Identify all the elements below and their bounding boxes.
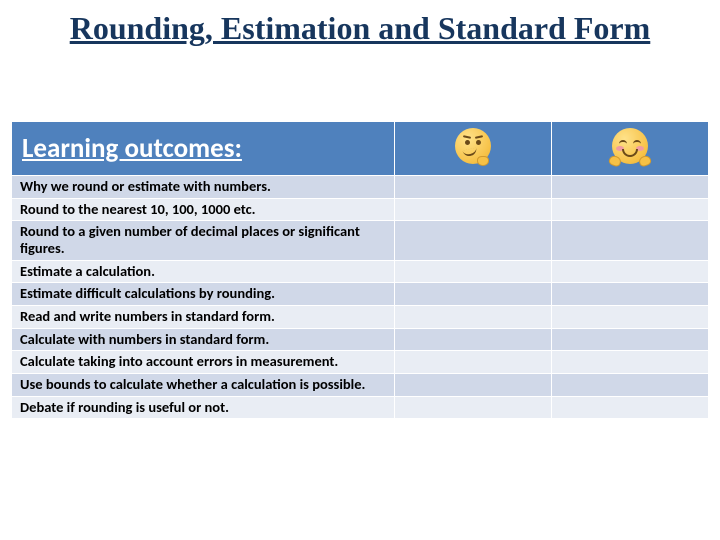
rating-cell-unsure [395, 221, 552, 260]
table-row: Estimate a calculation. [12, 260, 709, 283]
thinking-face-icon [455, 128, 491, 164]
outcome-cell: Read and write numbers in standard form. [12, 306, 395, 329]
slide-title: Rounding, Estimation and Standard Form [0, 0, 720, 47]
header-emoji-confident [552, 122, 709, 176]
outcome-cell: Estimate difficult calculations by round… [12, 283, 395, 306]
rating-cell-unsure [395, 351, 552, 374]
rating-cell-confident [552, 198, 709, 221]
table-row: Estimate difficult calculations by round… [12, 283, 709, 306]
rating-cell-unsure [395, 198, 552, 221]
rating-cell-confident [552, 260, 709, 283]
rating-cell-confident [552, 328, 709, 351]
rating-cell-confident [552, 283, 709, 306]
rating-cell-unsure [395, 260, 552, 283]
table-row: Read and write numbers in standard form. [12, 306, 709, 329]
rating-cell-unsure [395, 176, 552, 199]
table-row: Calculate taking into account errors in … [12, 351, 709, 374]
header-emoji-unsure [395, 122, 552, 176]
outcomes-body: Why we round or estimate with numbers.Ro… [12, 176, 709, 419]
outcomes-table-wrap: Learning outcomes: [10, 120, 710, 420]
outcome-cell: Calculate with numbers in standard form. [12, 328, 395, 351]
outcome-cell: Debate if rounding is useful or not. [12, 396, 395, 419]
table-row: Round to the nearest 10, 100, 1000 etc. [12, 198, 709, 221]
table-row: Calculate with numbers in standard form. [12, 328, 709, 351]
rating-cell-confident [552, 396, 709, 419]
table-row: Debate if rounding is useful or not. [12, 396, 709, 419]
rating-cell-confident [552, 176, 709, 199]
rating-cell-confident [552, 221, 709, 260]
outcome-cell: Round to the nearest 10, 100, 1000 etc. [12, 198, 395, 221]
rating-cell-confident [552, 374, 709, 397]
outcome-cell: Calculate taking into account errors in … [12, 351, 395, 374]
rating-cell-unsure [395, 396, 552, 419]
outcome-cell: Estimate a calculation. [12, 260, 395, 283]
outcome-cell: Round to a given number of decimal place… [12, 221, 395, 260]
table-row: Use bounds to calculate whether a calcul… [12, 374, 709, 397]
hugging-face-icon [612, 128, 648, 164]
table-row: Why we round or estimate with numbers. [12, 176, 709, 199]
header-learning-outcomes: Learning outcomes: [12, 122, 395, 176]
outcome-cell: Why we round or estimate with numbers. [12, 176, 395, 199]
table-row: Round to a given number of decimal place… [12, 221, 709, 260]
header-row: Learning outcomes: [12, 122, 709, 176]
rating-cell-confident [552, 306, 709, 329]
rating-cell-confident [552, 351, 709, 374]
outcomes-table: Learning outcomes: [11, 121, 709, 419]
rating-cell-unsure [395, 306, 552, 329]
rating-cell-unsure [395, 374, 552, 397]
outcome-cell: Use bounds to calculate whether a calcul… [12, 374, 395, 397]
rating-cell-unsure [395, 328, 552, 351]
rating-cell-unsure [395, 283, 552, 306]
